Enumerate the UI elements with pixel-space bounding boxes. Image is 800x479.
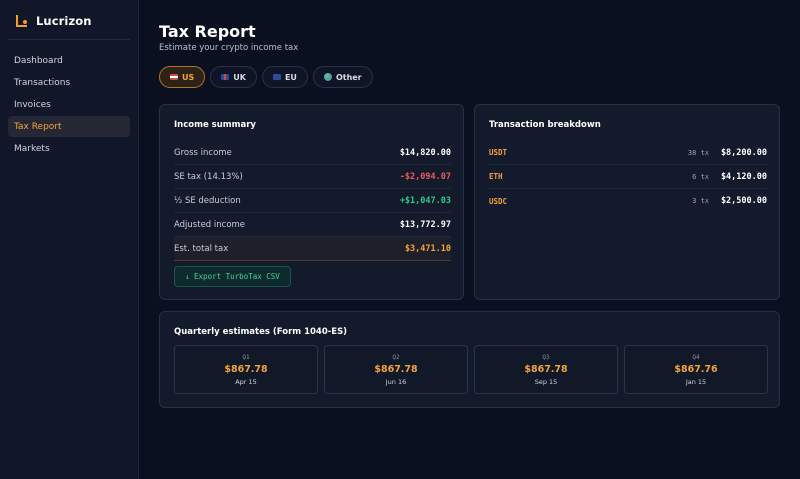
total-row: Est. total tax $3,471.10 [174,237,451,261]
quarter-due-date: Jan 15 [685,377,707,386]
row-value: $14,820.00 [399,147,451,158]
sidebar-item-tax-report[interactable]: Tax Report [8,116,130,137]
sidebar-item-transactions[interactable]: Transactions [14,77,71,88]
sidebar-item-markets[interactable]: Markets [14,143,50,154]
row-label: SE tax (14.13%) [174,171,243,182]
quarter-box-q1: Q1 $867.78 Apr 15 [174,345,318,394]
tx-count: 38 tx [687,148,709,157]
logo-icon [14,14,28,28]
export-turbotax-button[interactable]: ↓ Export TurboTax CSV [174,266,291,287]
card-title: Income summary [174,120,256,130]
quarter-due-date: Sep 15 [534,377,558,386]
tab-label: US [182,72,195,82]
asset-symbol: ETH [489,172,503,181]
tx-count: 3 tx [692,197,709,205]
tab-label: EU [284,72,297,82]
page-subtitle: Estimate your crypto income tax [159,43,299,53]
page-title: Tax Report [159,22,256,41]
tab-other[interactable]: Other [312,66,373,88]
quarter-box-q3: Q3 $867.78 Sep 15 [474,345,618,394]
row-label: Gross income [174,147,232,158]
row-value: -$2,094.07 [399,171,451,182]
income-rows: Gross income $14,820.00 SE tax (14.13%) … [174,141,451,261]
asset-amount: $4,120.00 [720,171,767,182]
table-row: ½ SE deduction +$1,047.03 [174,189,451,213]
quarter-due-date: Apr 15 [235,377,257,386]
asset-symbol: USDT [489,148,508,157]
export-button-label: ↓ Export TurboTax CSV [185,272,280,281]
row-value: $13,772.97 [399,219,451,230]
eu-flag-icon [272,74,281,80]
tab-label: Other [335,72,362,82]
breakdown-rows: USDT 38 tx $8,200.00 ETH 6 tx $4,120.00 … [489,141,767,213]
table-row: Gross income $14,820.00 [174,141,451,165]
row-value: +$1,047.03 [399,195,451,206]
table-row: SE tax (14.13%) -$2,094.07 [174,165,451,189]
sidebar: Lucrizon Dashboard Transactions Invoices… [0,0,139,479]
main-content: Tax Report Estimate your crypto income t… [159,0,780,479]
list-item: USDT 38 tx $8,200.00 [489,141,767,165]
quarter-list: Q1 $867.78 Apr 15 Q2 $867.78 Jun 16 Q3 $… [174,345,768,394]
quarter-amount: $867.76 [674,363,718,375]
globe-icon [323,73,332,81]
row-label: Adjusted income [174,219,246,230]
quarter-box-q4: Q4 $867.76 Jan 15 [624,345,768,394]
card-title: Quarterly estimates (Form 1040-ES) [174,327,348,337]
list-item: ETH 6 tx $4,120.00 [489,165,767,189]
transaction-breakdown-card: Transaction breakdown USDT 38 tx $8,200.… [474,104,780,300]
quarter-label: Q4 [692,353,700,361]
sidebar-nav: Dashboard Transactions Invoices Tax Repo… [8,50,130,160]
quarter-amount: $867.78 [374,363,418,375]
logo[interactable]: Lucrizon [14,12,92,30]
quarter-label: Q1 [242,353,250,361]
quarter-label: Q3 [542,353,550,361]
asset-amount: $2,500.00 [720,196,767,206]
sidebar-item-invoices[interactable]: Invoices [14,99,51,110]
table-row: Adjusted income $13,772.97 [174,213,451,237]
card-title: Transaction breakdown [489,120,601,130]
row-value: $3,471.10 [404,243,451,254]
quarter-due-date: Jun 16 [385,377,407,386]
asset-amount: $8,200.00 [720,147,767,158]
sidebar-item-dashboard[interactable]: Dashboard [14,55,63,66]
quarter-amount: $867.78 [224,363,268,375]
income-summary-card: Income summary Gross income $14,820.00 S… [159,104,464,300]
tab-uk[interactable]: UK [210,66,257,88]
quarterly-estimates-card: Quarterly estimates (Form 1040-ES) Q1 $8… [159,311,780,408]
tx-count: 6 tx [692,172,709,181]
list-item: USDC 3 tx $2,500.00 [489,189,767,213]
tab-us[interactable]: US [159,66,206,88]
uk-flag-icon [221,74,230,80]
tab-eu[interactable]: EU [261,66,308,88]
quarter-amount: $867.78 [524,363,568,375]
quarter-box-q2: Q2 $867.78 Jun 16 [324,345,468,394]
tab-label: UK [233,72,246,82]
us-flag-icon [170,74,178,80]
app-name: Lucrizon [36,14,92,28]
quarter-label: Q2 [392,353,400,361]
asset-symbol: USDC [489,196,508,206]
region-tabs: US UK EU Other [159,66,373,88]
row-label: ½ SE deduction [174,195,241,206]
row-label: Est. total tax [174,243,229,254]
sidebar-divider [8,39,130,40]
